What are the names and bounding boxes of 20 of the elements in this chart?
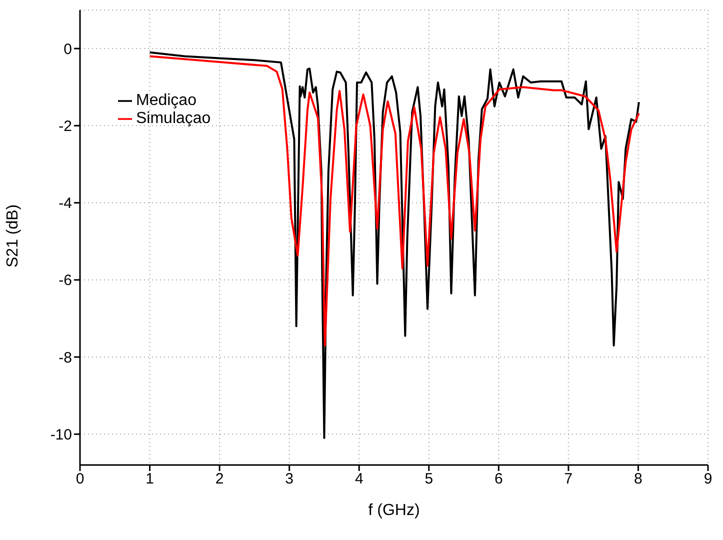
y-axis-title: S21 (dB) xyxy=(4,204,22,268)
x-tick-label: 7 xyxy=(564,470,573,488)
x-tick-label: 4 xyxy=(354,470,364,488)
y-tick-label: -8 xyxy=(58,349,72,366)
x-axis-title: f (GHz) xyxy=(368,502,420,519)
y-tick-label: -2 xyxy=(58,118,72,136)
x-tick-label: 8 xyxy=(634,470,642,488)
legend-label: Simulaçao xyxy=(136,110,211,127)
legend-label: Mediçao xyxy=(136,92,196,109)
y-tick-label: -10 xyxy=(50,426,72,444)
x-tick-label: 5 xyxy=(424,470,434,488)
y-tick-label: -4 xyxy=(58,195,72,212)
x-tick-label: 2 xyxy=(215,470,224,488)
x-tick-label: 0 xyxy=(76,470,84,488)
x-tick-label: 6 xyxy=(494,470,503,488)
x-tick-label: 1 xyxy=(146,470,154,488)
y-tick-label: -6 xyxy=(58,272,72,290)
y-tick-label: 0 xyxy=(64,40,72,58)
x-tick-label: 3 xyxy=(285,470,294,488)
x-tick-label: 9 xyxy=(704,470,712,488)
